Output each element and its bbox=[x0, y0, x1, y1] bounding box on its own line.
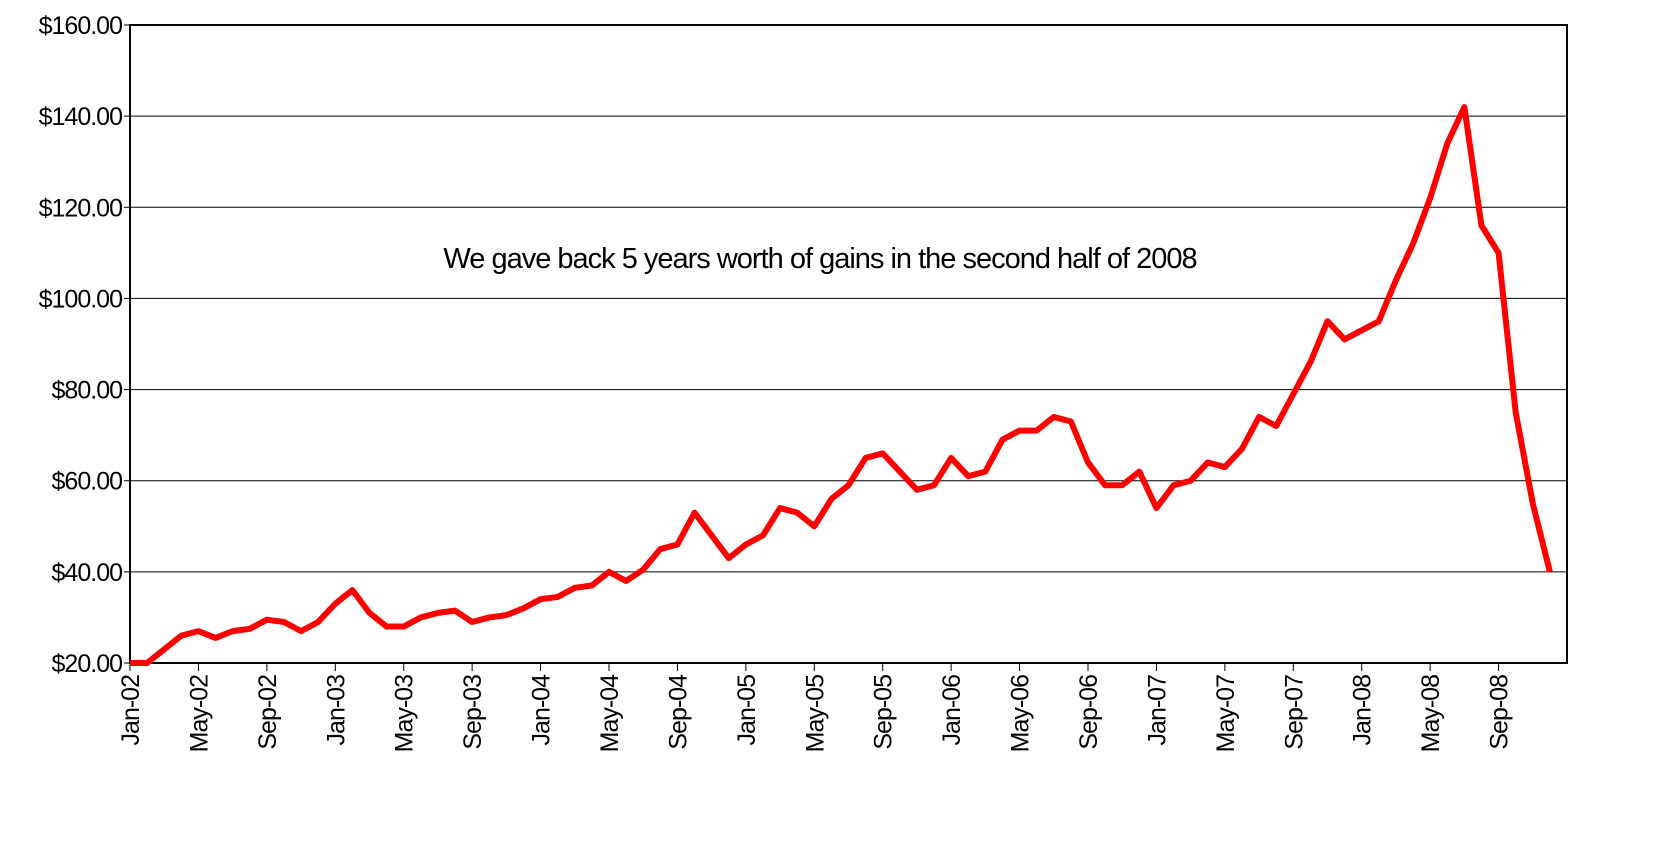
plot-border bbox=[129, 24, 1568, 664]
x-tick-label: Sep-08 bbox=[1486, 675, 1514, 750]
x-tick-label: Jan-08 bbox=[1349, 675, 1377, 746]
y-tick-label: $100.00 bbox=[39, 285, 122, 313]
x-tick-label: Sep-05 bbox=[870, 675, 898, 750]
y-tick-label: $160.00 bbox=[39, 12, 122, 40]
x-tick-label: May-02 bbox=[185, 675, 213, 752]
x-tick-label: May-06 bbox=[1007, 675, 1035, 752]
x-tick-label: May-08 bbox=[1417, 675, 1445, 752]
y-tick-label: $60.00 bbox=[52, 468, 123, 496]
y-tick-label: $20.00 bbox=[52, 650, 123, 678]
price-line bbox=[130, 104, 1553, 666]
x-tick-label: Sep-06 bbox=[1075, 675, 1103, 750]
x-tick-label: Jan-02 bbox=[117, 675, 145, 746]
x-tick-label: Sep-04 bbox=[664, 674, 692, 750]
annotation: We gave back 5 years worth of gains in t… bbox=[443, 243, 1196, 275]
y-tick-label: $140.00 bbox=[39, 103, 122, 131]
x-tick-label: Jan-04 bbox=[528, 674, 556, 746]
x-tick-label: Jan-06 bbox=[938, 675, 966, 746]
x-tick-label: Jan-03 bbox=[322, 675, 350, 746]
x-tick-label: May-03 bbox=[391, 675, 419, 752]
x-tick-label: May-07 bbox=[1212, 675, 1240, 752]
y-tick-label: $40.00 bbox=[52, 559, 123, 587]
x-tick-label: May-04 bbox=[596, 674, 624, 752]
x-tick-label: Sep-07 bbox=[1280, 675, 1308, 750]
x-tick-label: Sep-02 bbox=[254, 675, 282, 750]
x-tick-label: Jan-05 bbox=[733, 675, 761, 746]
y-tick-label: $120.00 bbox=[39, 194, 122, 222]
x-tick-label: May-05 bbox=[801, 675, 829, 752]
x-tick-label: Jan-07 bbox=[1143, 675, 1171, 746]
y-tick-label: $80.00 bbox=[52, 377, 123, 405]
x-tick-label: Sep-03 bbox=[459, 675, 487, 750]
